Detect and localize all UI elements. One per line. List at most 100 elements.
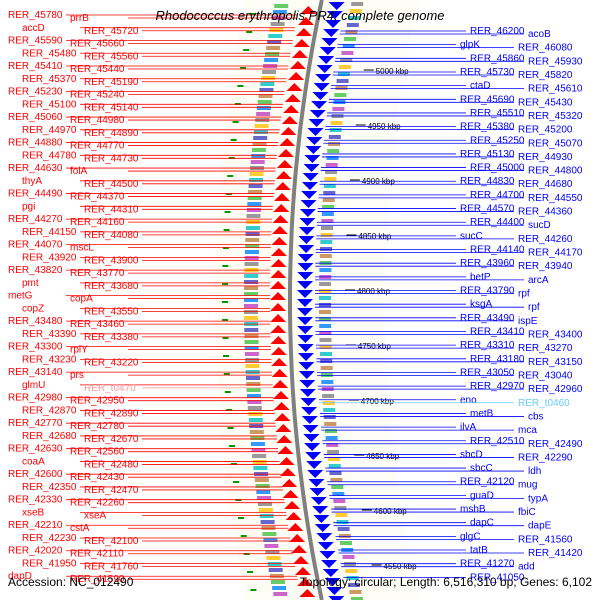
cog-feature-inner: [328, 142, 340, 146]
left-gene-label: RER_44070: [8, 240, 63, 251]
left-gene-label: RER_44770: [70, 141, 125, 152]
left-gene-label: glmU: [22, 380, 45, 391]
left-gene-label: RER_45230: [8, 87, 63, 98]
left-gene-label: RER_42480: [84, 459, 139, 470]
reverse-gene-arrow: [297, 281, 314, 289]
cog-feature-inner: [326, 443, 339, 447]
left-gene-label: RER_45590: [8, 36, 63, 47]
cog-feature: [249, 430, 264, 434]
cog-feature: [264, 58, 279, 62]
left-gene-label: RER_44160: [70, 217, 125, 228]
right-gene-label: RER_42290: [518, 452, 573, 463]
cog-feature-inner: [332, 107, 345, 111]
cog-feature-inner: [322, 198, 335, 202]
forward-gene-arrow: [274, 193, 290, 201]
left-gene-label: RER_42350: [22, 482, 77, 493]
forward-gene-arrow: [271, 237, 288, 245]
reverse-gene-arrow: [321, 38, 338, 46]
forward-gene-arrow: [270, 347, 287, 355]
right-gene-label: RER_43400: [528, 329, 583, 340]
cog-feature: [246, 214, 261, 218]
left-gene-label: xseA: [84, 510, 107, 521]
forward-gene-arrow: [280, 127, 297, 135]
cog-feature-inner: [334, 93, 347, 97]
cog-feature-inner: [319, 338, 332, 342]
reverse-gene-arrow: [301, 407, 318, 415]
reverse-gene-arrow: [319, 551, 336, 559]
forward-gene-arrow: [277, 446, 294, 454]
forward-gene-arrow: [270, 314, 287, 322]
left-gene-label: RER_42110: [70, 549, 124, 560]
cog-feature-inner: [319, 254, 332, 258]
cog-feature-inner: [321, 219, 334, 223]
cog-feature-inner: [320, 233, 333, 237]
cog-feature-inner: [319, 296, 331, 300]
reverse-gene-arrow: [303, 164, 320, 172]
reverse-gene-arrow: [308, 479, 325, 487]
right-gene-label: RER_42510: [470, 436, 525, 447]
cog-feature-inner: [348, 583, 360, 587]
left-gene-label: RER_43140: [8, 367, 63, 378]
reverse-gene-arrow: [322, 569, 339, 577]
left-gene-label: rplY: [70, 345, 88, 356]
forward-gene-arrow: [271, 369, 288, 377]
cog-feature: [244, 352, 259, 356]
cog-feature: [248, 412, 263, 416]
cog-feature: [257, 100, 272, 104]
right-gene-label: RER_42970: [470, 381, 525, 392]
cog-feature-inner: [324, 177, 337, 181]
forward-gene-arrow: [270, 248, 287, 256]
forward-gene-arrow: [286, 83, 303, 91]
forward-gene-arrow: [291, 50, 308, 58]
forward-gene-arrow: [277, 149, 294, 157]
cog-feature-inner: [325, 436, 338, 440]
forward-gene-arrow: [270, 336, 287, 344]
forward-gene-arrow: [284, 501, 301, 509]
cog-feature-inner: [322, 394, 335, 398]
right-gene-label: ispE: [518, 316, 538, 327]
reverse-gene-arrow: [312, 92, 329, 100]
cog-feature: [251, 154, 266, 158]
left-gene-label: RER_42230: [22, 533, 77, 544]
cog-feature: [264, 544, 279, 548]
cog-feature: [267, 562, 282, 566]
reverse-gene-arrow: [303, 434, 320, 442]
cog-feature-inner: [321, 226, 333, 230]
cog-feature: [271, 580, 285, 584]
forward-gene-arrow: [272, 215, 289, 223]
cog-feature: [261, 76, 276, 80]
cog-feature-inner: [320, 359, 333, 363]
reverse-gene-arrow: [299, 218, 316, 226]
left-gene-label: RER_45410: [8, 61, 63, 72]
right-gene-label: guaD: [470, 490, 494, 501]
left-gene-label: RER_43390: [22, 329, 77, 340]
scale-tick-label: 5000 kbp: [376, 67, 409, 76]
right-gene-label: metB: [470, 408, 494, 419]
cog-feature: [244, 250, 259, 254]
reverse-gene-arrow: [304, 155, 321, 163]
left-gene-label: thyA: [22, 176, 42, 187]
reverse-gene-arrow: [300, 398, 317, 406]
cog-feature-inner: [321, 212, 334, 216]
cog-feature: [248, 184, 263, 188]
right-gene-label: RER_45690: [460, 94, 515, 105]
forward-gene-arrow: [289, 61, 306, 69]
cog-feature: [253, 130, 268, 134]
left-gene-label: RER_42470: [84, 485, 139, 496]
cog-feature: [247, 196, 262, 200]
forward-gene-arrow: [279, 138, 296, 146]
left-gene-label: RER_43680: [84, 281, 139, 292]
right-gene-label: eno: [460, 395, 477, 406]
forward-gene-arrow: [289, 534, 306, 542]
cog-feature-inner: [325, 163, 338, 167]
right-gene-label: ctaD: [470, 81, 491, 92]
forward-gene-arrow: [288, 72, 305, 80]
reverse-gene-arrow: [298, 236, 315, 244]
left-gene-label: RER_43300: [8, 342, 63, 353]
left-gene-label: RER_45190: [84, 77, 139, 88]
cog-feature-inner: [321, 380, 334, 384]
right-gene-label: arcA: [528, 275, 549, 286]
scale-tick-label: 4700 kbp: [361, 397, 394, 406]
cog-feature: [266, 46, 281, 50]
reverse-gene-arrow: [311, 101, 328, 109]
